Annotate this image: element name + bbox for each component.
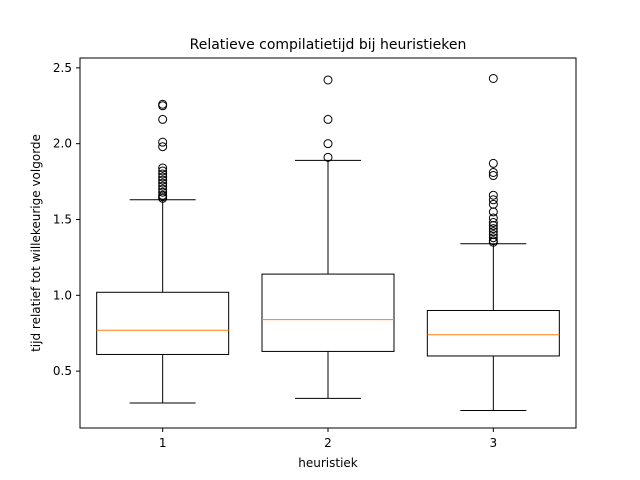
- outlier-point: [488, 195, 498, 205]
- outlier-point: [158, 178, 168, 188]
- x-tick-label: 3: [490, 436, 498, 450]
- chart-title: Relatieve compilatietijd bij heuristieke…: [190, 37, 467, 53]
- outlier-point: [158, 181, 168, 191]
- outlier-point: [488, 73, 498, 83]
- y-tick-label: 1.0: [53, 288, 72, 302]
- box-group-1: [96, 99, 230, 404]
- outlier-point: [488, 213, 498, 223]
- box-group-3: [426, 73, 560, 412]
- outlier-point: [323, 114, 333, 124]
- iqr-box: [261, 273, 395, 352]
- plot-area: [96, 73, 560, 412]
- outlier-point: [158, 163, 168, 173]
- iqr-box: [426, 309, 560, 357]
- outlier-point: [158, 142, 168, 152]
- outlier-point: [488, 233, 498, 243]
- outlier-point: [488, 158, 498, 168]
- outlier-point: [488, 190, 498, 200]
- outlier-point: [158, 184, 168, 194]
- outlier-point: [488, 218, 498, 228]
- x-tick-label: 1: [159, 436, 167, 450]
- outlier-point: [323, 139, 333, 149]
- outlier-point: [488, 224, 498, 234]
- iqr-box: [96, 291, 230, 355]
- outlier-point: [323, 152, 333, 162]
- outlier-point: [158, 169, 168, 179]
- outlier-point: [488, 167, 498, 177]
- y-tick-label: 2.0: [53, 137, 72, 151]
- outlier-point: [488, 199, 498, 209]
- outlier-point: [158, 137, 168, 147]
- y-axis-label: tijd relatief tot willekeurige volgorde: [29, 134, 43, 352]
- y-axis: 0.5 1.0 1.5 2.0 2.5: [53, 61, 80, 378]
- x-axis: 1 2 3: [159, 428, 497, 450]
- outlier-point: [158, 187, 168, 197]
- outlier-point: [158, 99, 168, 109]
- outlier-point: [488, 230, 498, 240]
- outlier-point: [158, 172, 168, 182]
- y-tick-label: 1.5: [53, 212, 72, 226]
- box-group-2: [261, 75, 395, 399]
- outlier-point: [488, 171, 498, 181]
- y-tick-label: 2.5: [53, 61, 72, 75]
- outlier-point: [488, 236, 498, 246]
- outlier-point: [158, 190, 168, 200]
- outlier-point: [158, 175, 168, 185]
- outlier-point: [323, 75, 333, 85]
- x-axis-label: heuristiek: [298, 456, 358, 470]
- outlier-point: [158, 166, 168, 176]
- y-tick-label: 0.5: [53, 364, 72, 378]
- outlier-point: [158, 114, 168, 124]
- x-tick-label: 2: [324, 436, 332, 450]
- outlier-point: [488, 227, 498, 237]
